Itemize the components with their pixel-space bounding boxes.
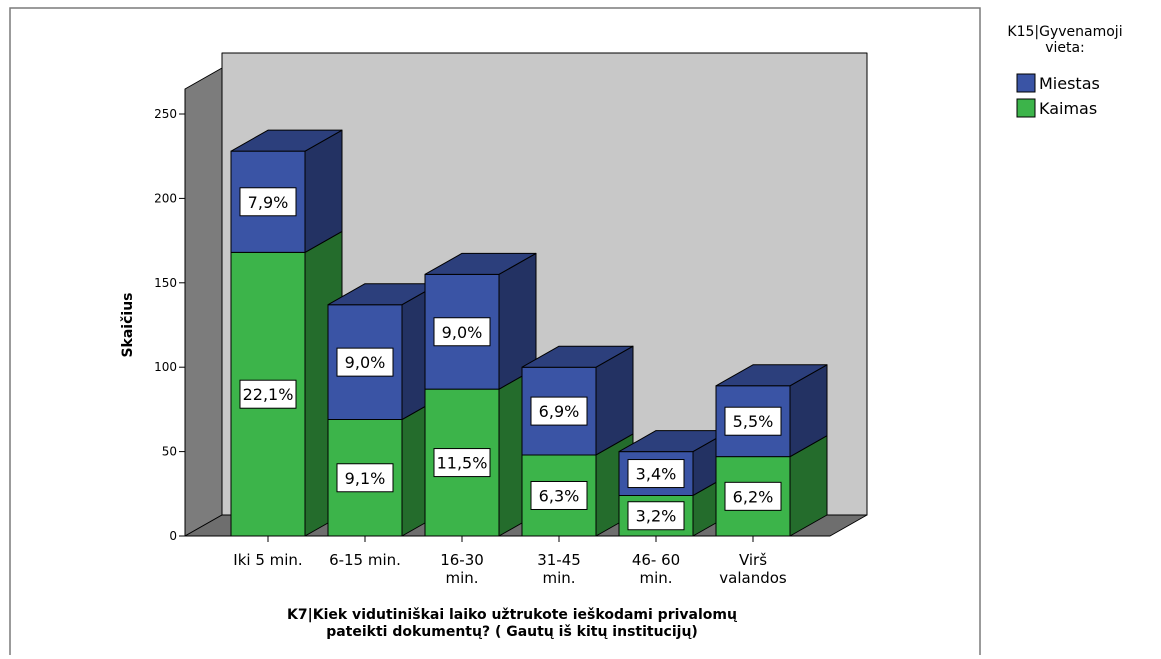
x-axis-title: pateikti dokumentų? ( Gautų iš kitų inst…: [326, 624, 698, 640]
y-axis-title: Skaičius: [120, 292, 136, 357]
bar-miestas-3: 9,0%: [424, 252, 537, 390]
bar-top: [715, 364, 828, 387]
y-tick-label: 100: [154, 360, 177, 374]
data-label-box: [433, 317, 491, 347]
x-tick-label: 6-15 min.: [329, 551, 401, 569]
data-label: 6,9%: [539, 402, 580, 421]
legend-label: Kaimas: [1039, 99, 1097, 118]
data-label-box: [336, 347, 394, 377]
legend-swatch-miestas: [1016, 73, 1036, 93]
x-tick-label: 46- 60: [632, 551, 680, 569]
data-label-box: [724, 406, 782, 436]
bar-kaimas-6: 6,2%: [715, 435, 828, 537]
data-label: 9,0%: [442, 323, 483, 342]
data-label-box: [239, 379, 297, 409]
bar-kaimas-3: 11,5%: [424, 367, 537, 537]
bar-top: [424, 252, 537, 275]
x-axis-title: K7|Kiek vidutiniškai laiko užtrukote ieš…: [287, 607, 738, 623]
y-tick-label: 50: [162, 445, 177, 459]
y-tick-label: 0: [169, 529, 177, 543]
bar-top: [521, 345, 634, 368]
legend-title: K15|Gyvenamoji: [1007, 24, 1122, 40]
data-label: 3,4%: [636, 465, 677, 484]
data-label-box: [239, 187, 297, 217]
data-label-box: [724, 481, 782, 511]
data-label: 7,9%: [248, 193, 289, 212]
data-label-box: [530, 396, 588, 426]
legend-title: vieta:: [1045, 40, 1085, 56]
bar-top: [230, 129, 343, 152]
legend-label: Miestas: [1039, 74, 1100, 93]
bar-miestas-4: 6,9%: [521, 345, 634, 456]
x-tick-label: Iki 5 min.: [233, 551, 302, 569]
data-label: 11,5%: [437, 454, 488, 473]
x-tick-label: valandos: [719, 569, 787, 587]
x-tick-label: min.: [445, 569, 478, 587]
data-label: 22,1%: [243, 385, 294, 404]
bar-miestas-2: 9,0%: [327, 283, 440, 421]
x-tick-label: min.: [639, 569, 672, 587]
x-tick-label: min.: [542, 569, 575, 587]
side-wall: [184, 67, 223, 537]
x-tick-label: 16-30: [440, 551, 484, 569]
data-label-box: [336, 463, 394, 493]
legend-swatch-kaimas: [1016, 98, 1036, 118]
data-label: 3,2%: [636, 507, 677, 526]
bar-miestas-6: 5,5%: [715, 364, 828, 458]
data-label-box: [433, 448, 491, 478]
data-label: 9,0%: [345, 353, 386, 372]
data-label: 6,3%: [539, 486, 580, 505]
x-tick-label: 31-45: [537, 551, 581, 569]
data-label: 6,2%: [733, 487, 774, 506]
data-label-box: [627, 459, 685, 489]
data-label: 5,5%: [733, 412, 774, 431]
y-tick-label: 150: [154, 276, 177, 290]
data-label-box: [530, 480, 588, 510]
y-tick-label: 200: [154, 191, 177, 205]
bar-kaimas-1: 22,1%: [230, 230, 343, 537]
data-label: 9,1%: [345, 469, 386, 488]
y-tick-label: 250: [154, 107, 177, 121]
bar-miestas-1: 7,9%: [230, 129, 343, 253]
x-tick-label: Virš: [739, 551, 767, 569]
data-label-box: [627, 501, 685, 531]
